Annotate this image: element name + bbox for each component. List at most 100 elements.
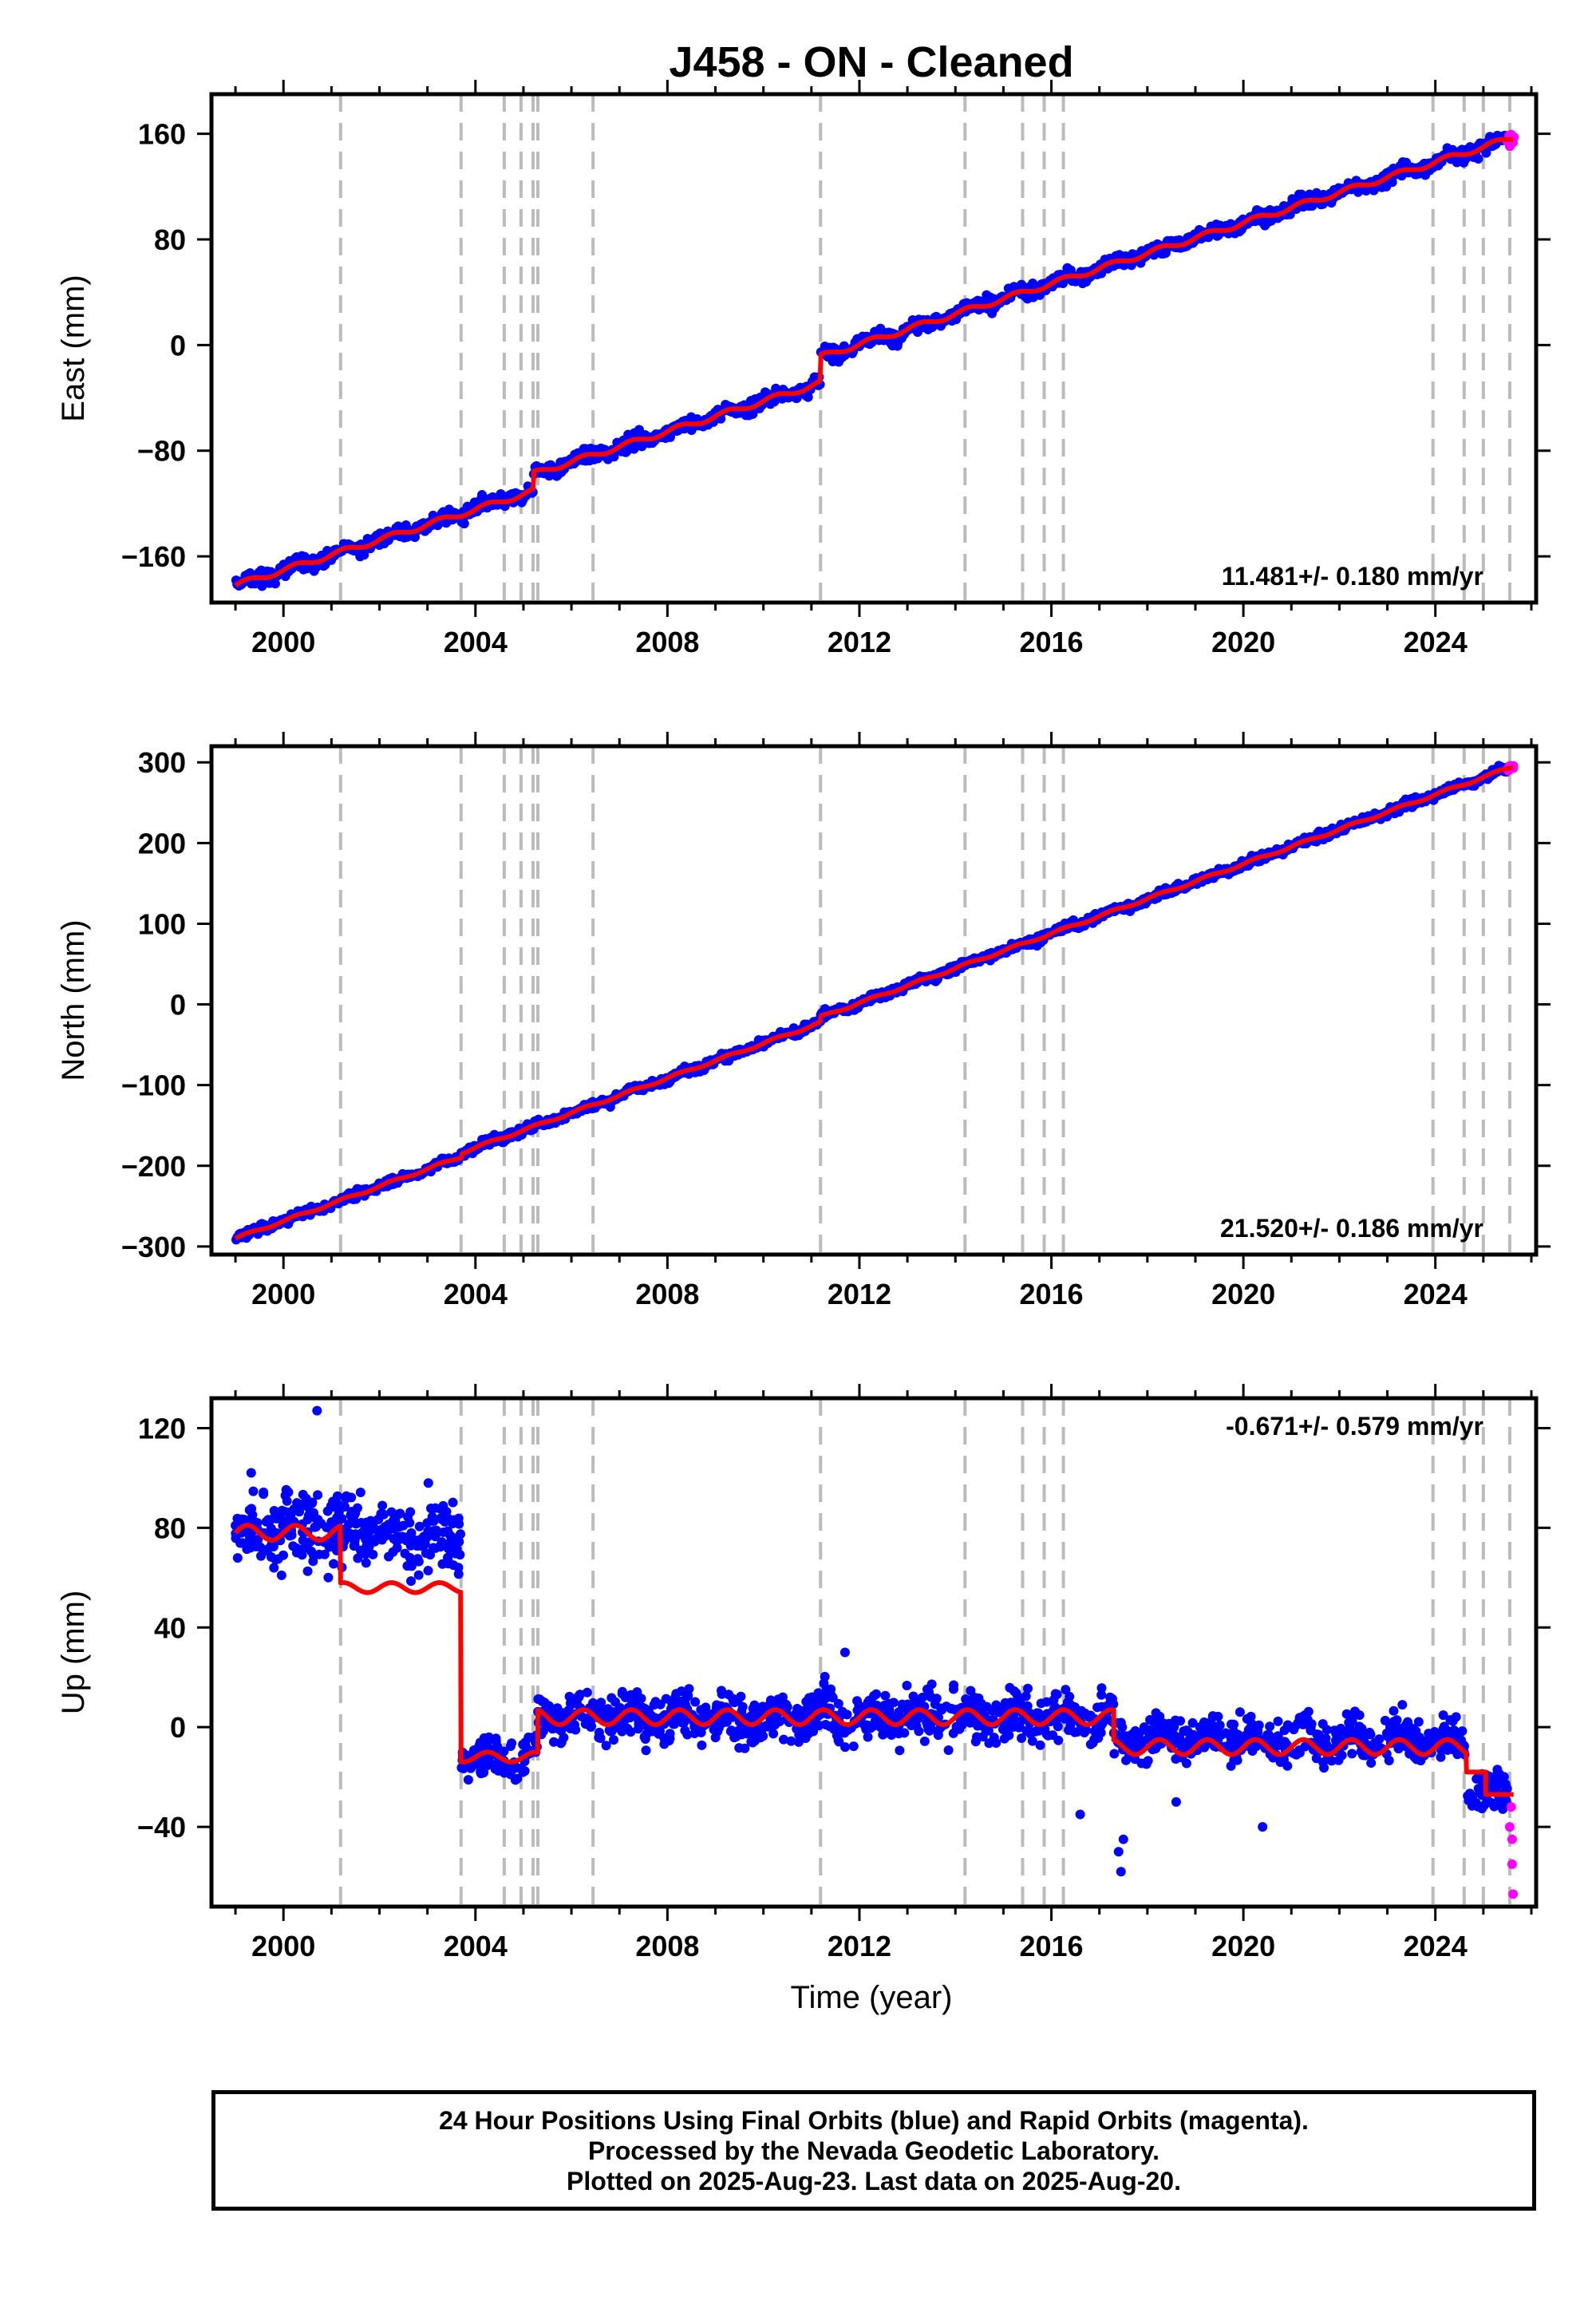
rapid-point bbox=[1508, 1889, 1519, 1899]
data-point bbox=[1182, 1726, 1192, 1737]
data-point bbox=[247, 1513, 257, 1524]
x-tick-label: 2020 bbox=[1211, 1930, 1275, 1962]
x-tick-label: 2004 bbox=[444, 1930, 508, 1962]
data-point bbox=[248, 1486, 259, 1496]
data-point bbox=[452, 1544, 462, 1555]
y-axis-label: North (mm) bbox=[56, 919, 91, 1081]
x-tick-label: 2024 bbox=[1404, 1278, 1468, 1310]
data-point bbox=[244, 1529, 255, 1539]
data-point bbox=[289, 1504, 299, 1514]
data-point bbox=[594, 1727, 604, 1737]
data-point bbox=[820, 1720, 831, 1730]
data-point bbox=[350, 1508, 361, 1519]
data-point bbox=[282, 1496, 292, 1506]
x-tick-label: 2020 bbox=[1211, 1278, 1275, 1310]
data-point bbox=[231, 1533, 241, 1543]
data-point bbox=[323, 1572, 334, 1583]
data-point bbox=[937, 1705, 947, 1715]
data-point bbox=[1441, 1725, 1452, 1735]
chart-title: J458 - ON - Cleaned bbox=[669, 38, 1073, 86]
data-point bbox=[1457, 1726, 1468, 1737]
data-point bbox=[1171, 1796, 1181, 1807]
panel-north: 2000 2004 2008 2012 2016 2020 2024−300−200−100… bbox=[56, 732, 1551, 1310]
data-point bbox=[344, 1519, 354, 1529]
data-point bbox=[680, 1725, 690, 1736]
rapid-point bbox=[1507, 1859, 1517, 1869]
data-point bbox=[269, 1563, 279, 1573]
data-point bbox=[736, 1691, 746, 1701]
data-point bbox=[442, 1552, 452, 1563]
x-tick-label: 2008 bbox=[635, 1930, 699, 1962]
data-point bbox=[329, 1559, 339, 1569]
data-point bbox=[894, 1707, 904, 1717]
data-point bbox=[1226, 1761, 1236, 1771]
data-point bbox=[438, 1500, 448, 1511]
data-point bbox=[507, 1738, 517, 1749]
data-point bbox=[1064, 1725, 1074, 1736]
data-point bbox=[966, 1686, 976, 1696]
x-tick-label: 2012 bbox=[828, 626, 891, 658]
y-tick-label: 0 bbox=[170, 989, 186, 1022]
y-tick-label: −80 bbox=[137, 435, 186, 468]
data-point bbox=[1011, 1688, 1021, 1698]
data-point bbox=[408, 1558, 418, 1568]
velocity-rate: 21.520+/- 0.186 mm/yr bbox=[1220, 1214, 1483, 1243]
x-axis: 2000 2004 2008 2012 2016 2020 2024 bbox=[234, 1384, 1533, 1962]
x-tick-label: 2008 bbox=[635, 626, 699, 658]
data-point bbox=[349, 1541, 359, 1551]
rapid-point bbox=[1507, 1834, 1517, 1844]
data-point bbox=[696, 1727, 706, 1737]
data-point bbox=[911, 1721, 922, 1731]
data-point bbox=[891, 1726, 901, 1737]
data-point bbox=[1404, 1728, 1415, 1738]
data-point bbox=[622, 1723, 633, 1733]
data-point bbox=[908, 1691, 918, 1701]
data-point bbox=[405, 1518, 415, 1528]
data-point bbox=[1489, 1801, 1499, 1812]
y-axis-label: East (mm) bbox=[56, 275, 91, 421]
data-point bbox=[302, 1566, 313, 1576]
data-point bbox=[1088, 1737, 1098, 1748]
data-point bbox=[313, 1515, 323, 1525]
data-point bbox=[582, 1687, 592, 1697]
data-point bbox=[840, 1742, 851, 1753]
data-point bbox=[697, 1740, 707, 1750]
y-tick-label: 200 bbox=[138, 827, 186, 860]
data-point bbox=[1436, 1752, 1446, 1762]
data-point bbox=[1117, 1722, 1128, 1733]
x-tick-label: 2000 bbox=[251, 1930, 315, 1962]
data-point bbox=[474, 1741, 484, 1751]
data-point bbox=[574, 1692, 584, 1702]
data-point bbox=[1317, 1719, 1328, 1729]
data-point bbox=[634, 1692, 644, 1702]
data-point bbox=[277, 1515, 287, 1525]
data-point bbox=[606, 1693, 617, 1703]
data-point bbox=[1048, 1730, 1058, 1741]
panel-east: 2000 2004 2008 2012 2016 2020 2024−160−8008016… bbox=[56, 80, 1551, 658]
data-point bbox=[609, 1735, 619, 1745]
data-point bbox=[587, 1721, 597, 1731]
data-point bbox=[288, 1541, 298, 1551]
data-point bbox=[519, 1766, 530, 1777]
data-point bbox=[303, 1510, 314, 1520]
data-point bbox=[1136, 1758, 1147, 1769]
data-point bbox=[1473, 154, 1483, 164]
data-point bbox=[453, 1569, 464, 1579]
data-point bbox=[1069, 1702, 1080, 1713]
data-point bbox=[328, 1496, 338, 1507]
data-point bbox=[943, 1745, 954, 1755]
data-point bbox=[639, 1732, 650, 1742]
data-point bbox=[483, 1735, 493, 1745]
data-point bbox=[270, 579, 280, 589]
data-point bbox=[1246, 1722, 1256, 1733]
data-point bbox=[1351, 1708, 1361, 1718]
data-point bbox=[1413, 1717, 1424, 1727]
data-point bbox=[729, 1733, 740, 1743]
data-point bbox=[861, 1723, 871, 1733]
data-point bbox=[1314, 1729, 1324, 1740]
data-point bbox=[1393, 1744, 1404, 1754]
data-point bbox=[746, 1737, 757, 1747]
data-point bbox=[1021, 1691, 1031, 1701]
data-point bbox=[400, 1532, 410, 1543]
data-point bbox=[555, 1738, 566, 1749]
